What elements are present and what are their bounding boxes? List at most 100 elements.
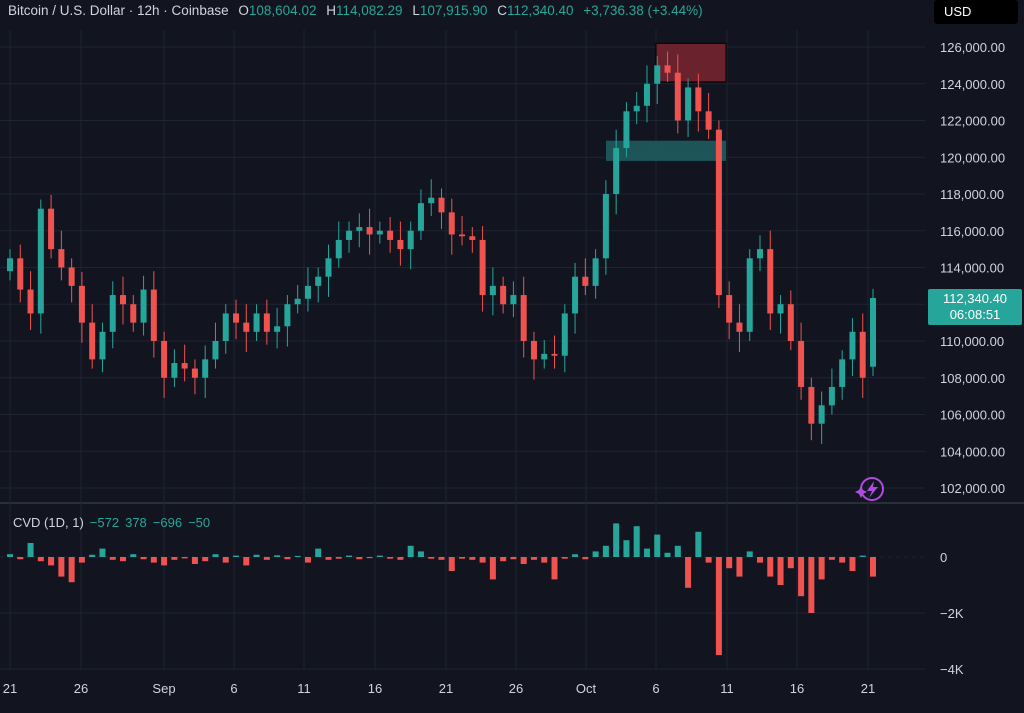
cvd-value-4: −50 [188,515,211,530]
time-tick-label: 16 [368,681,382,696]
cvd-bar [17,557,24,560]
candle-down [89,304,96,369]
time-tick-label: 16 [790,681,804,696]
candle-down [48,194,55,259]
candle-up [685,78,692,138]
currency-button[interactable]: USD [934,0,1018,24]
cvd-bar [787,557,794,569]
candle-up [253,304,260,341]
candle-body [68,267,75,286]
candle-up [407,221,414,270]
candle-body [787,304,794,341]
cvd-bar [633,526,640,557]
cvd-bar [48,557,55,566]
candle-down [120,276,127,325]
cvd-bar [428,557,435,559]
candle-body [767,249,774,314]
cvd-bar [777,557,784,585]
candle-body [870,298,876,367]
cvd-bar [140,557,147,560]
candle-up [510,281,517,318]
cvd-bar [356,557,363,560]
cvd-bar [202,557,209,562]
cvd-bar [325,557,332,560]
cvd-bar [78,557,85,563]
candle-body [459,234,466,237]
candle-down [808,377,815,441]
candle-body [325,258,332,277]
time-tick-label: 6 [230,681,237,696]
candle-up [654,56,661,104]
cvd-bar [756,557,763,563]
open-label: O [238,3,249,18]
candle-up [171,349,178,387]
candle-down [58,230,65,281]
cvd-bar [859,555,866,557]
candle-body [120,295,127,305]
candle-down [479,226,486,312]
cvd-bar [222,557,229,563]
candle-down [78,272,85,343]
candle-body [828,386,835,406]
candle-body [818,405,825,424]
candle-up [777,295,784,334]
alert-lightning-icon[interactable] [855,477,884,501]
cvd-bar [469,557,476,560]
cvd-bar [68,557,75,583]
candle-body [356,227,363,231]
candle-body [417,203,424,231]
price-tick-label: 120,000.00 [940,150,1005,165]
candle-body [798,341,805,387]
close-label: C [497,3,507,18]
candle-down [181,344,188,382]
cvd-value-1: −572 [89,515,120,530]
cvd-bar [664,552,671,557]
time-tick-label: 26 [509,681,523,696]
candle-down [448,198,455,255]
candle-body [89,322,96,360]
candle-up [602,180,609,275]
candle-body [489,285,496,296]
candle-up [428,179,435,217]
price-tick-label: 114,000.00 [940,261,1004,276]
symbol-title: Bitcoin / U.S. Dollar · 12h · Coinbase [8,3,229,18]
candle-body [335,239,342,259]
cvd-bar [746,551,753,557]
candle-up [839,350,846,400]
candle-body [58,249,65,268]
cvd-bar [181,557,188,559]
candle-body [140,289,147,323]
cvd-bar [407,545,414,557]
candle-body [130,304,137,323]
candle-down [438,188,445,229]
cvd-bar [397,557,404,560]
high-label: H [326,3,336,18]
cvd-bar [89,554,96,557]
candle-body [520,295,527,341]
cvd-bar [715,557,722,655]
candle-body [839,359,846,387]
cvd-bar [551,557,558,580]
candle-body [387,230,394,240]
candle-body [479,239,486,296]
supply-zone [655,42,727,83]
cvd-bar [130,554,137,557]
cvd-bar [654,534,661,557]
candle-body [736,322,743,332]
price-tick-label: 116,000.00 [940,224,1004,239]
cvd-bar [263,557,270,560]
candle-body [294,298,301,305]
candle-body [500,285,507,305]
price-tick-label: 118,000.00 [940,187,1004,202]
candle-body [397,239,404,250]
cvd-bar [315,548,322,557]
candle-body [233,313,240,323]
candle-up [99,322,106,373]
cvd-bar [109,557,116,560]
time-tick-label: Oct [576,681,597,696]
candle-down [705,92,712,139]
price-tick-label: 122,000.00 [940,114,1005,129]
cvd-bar [284,557,291,560]
candle-body [48,208,55,250]
cvd-bar [613,523,620,557]
